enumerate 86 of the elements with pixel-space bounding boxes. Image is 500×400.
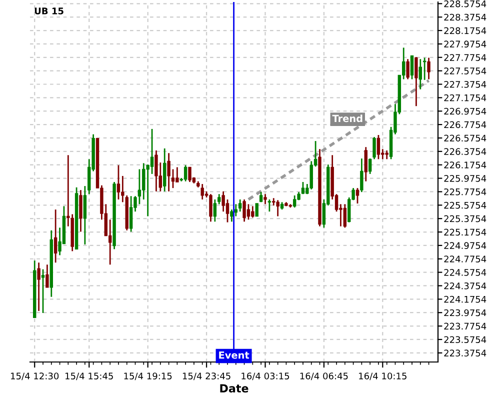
y-tick-label: 226.3754 xyxy=(444,148,486,155)
candlestick xyxy=(427,57,430,80)
y-tick-label: 227.1754 xyxy=(444,94,486,102)
candlestick xyxy=(171,168,175,189)
y-tick-label: 225.5754 xyxy=(444,202,486,209)
series-label: Trend xyxy=(332,114,362,122)
candlestick xyxy=(222,190,225,212)
y-tick-label: 224.7754 xyxy=(444,256,486,262)
y-tick-label: 227.5754 xyxy=(444,68,486,74)
candlestick xyxy=(414,56,418,107)
x-tick-label: 15/4 12:30 xyxy=(11,372,59,380)
candlestick xyxy=(54,208,58,264)
candlestick xyxy=(343,203,347,228)
candlestick xyxy=(364,146,368,182)
candlestick xyxy=(255,203,258,217)
y-tick-label: 228.1754 xyxy=(444,27,486,34)
y-tick-label: 225.9754 xyxy=(444,175,486,182)
y-tick-label: 224.9754 xyxy=(444,242,486,249)
candlestick xyxy=(368,158,372,175)
y-tick-label: 224.1754 xyxy=(444,296,486,303)
candlestick xyxy=(226,198,230,223)
candlestick xyxy=(310,160,313,190)
candlestick xyxy=(142,162,146,200)
candlestick xyxy=(360,158,364,193)
candlestick xyxy=(376,134,380,160)
y-tick-label: 223.3754 xyxy=(444,350,486,356)
candlestick xyxy=(188,166,192,183)
candlestick xyxy=(268,198,272,212)
candlestick xyxy=(200,183,204,200)
x-tick-label: 15/4 23:45 xyxy=(182,372,230,380)
candlestick xyxy=(116,164,120,200)
candlestick xyxy=(176,166,179,183)
candlestick xyxy=(242,198,246,222)
candlestick xyxy=(209,193,212,222)
y-tick-label: 227.7754 xyxy=(444,54,486,61)
candlestick xyxy=(218,193,221,205)
y-tick-label: 227.3754 xyxy=(444,80,486,88)
candlestick xyxy=(246,203,250,220)
y-tick-label: 228.3754 xyxy=(444,14,486,21)
candlestick xyxy=(167,152,170,192)
candlestick xyxy=(83,185,87,246)
candlestick xyxy=(184,164,188,182)
y-tick-label: 223.7754 xyxy=(444,322,486,330)
y-tick-label: 223.5754 xyxy=(444,336,486,344)
candlestick xyxy=(79,189,82,232)
candlestick xyxy=(162,148,166,192)
y-tick-label: 223.9754 xyxy=(444,309,486,316)
candlestick xyxy=(292,194,296,208)
y-tick-label: 228.5754 xyxy=(444,0,486,8)
y-tick-label: 226.7754 xyxy=(444,121,486,128)
candlestick xyxy=(356,187,360,204)
candlestick xyxy=(41,268,45,314)
candlestick xyxy=(406,58,410,80)
candlestick xyxy=(251,205,254,218)
x-tick-label: 15/4 15:45 xyxy=(66,372,113,380)
x-tick-label: 16/4 06:45 xyxy=(300,372,348,380)
annotation: Event xyxy=(219,352,250,359)
candlestick xyxy=(129,195,133,232)
candlestick xyxy=(372,136,376,160)
candlestick xyxy=(276,199,280,217)
candlestick xyxy=(264,193,267,205)
y-tick-label: 224.5754 xyxy=(444,269,486,276)
candlestick xyxy=(230,208,234,222)
y-tick-label: 226.9754 xyxy=(444,108,486,115)
candlestick xyxy=(238,198,242,212)
y-tick-label: 226.1754 xyxy=(444,162,486,168)
y-tick-label: 225.7754 xyxy=(444,188,486,196)
candlestick xyxy=(213,198,217,222)
candlestick xyxy=(418,58,422,90)
y-tick-label: 226.5754 xyxy=(444,134,486,142)
y-tick-label: 227.9754 xyxy=(444,40,486,48)
text: UB 15 xyxy=(34,8,64,14)
candlestick xyxy=(37,262,40,312)
y-tick-label: 225.1754 xyxy=(444,228,486,236)
x-tick-label: 16/4 03:15 xyxy=(242,372,290,380)
candlestick xyxy=(138,168,142,205)
x-tick-label: 16/4 10:15 xyxy=(359,372,406,380)
y-tick-label: 225.3754 xyxy=(444,215,486,222)
candlestick xyxy=(150,128,154,175)
candlestick xyxy=(46,264,49,288)
y-tick-label: 224.3754 xyxy=(444,282,486,290)
candlestick xyxy=(154,150,158,192)
x-tick-label: 15/4 19:15 xyxy=(124,372,172,380)
candlestick xyxy=(234,203,238,217)
x-axis-title: Date xyxy=(220,384,248,393)
candlestick xyxy=(410,55,414,80)
